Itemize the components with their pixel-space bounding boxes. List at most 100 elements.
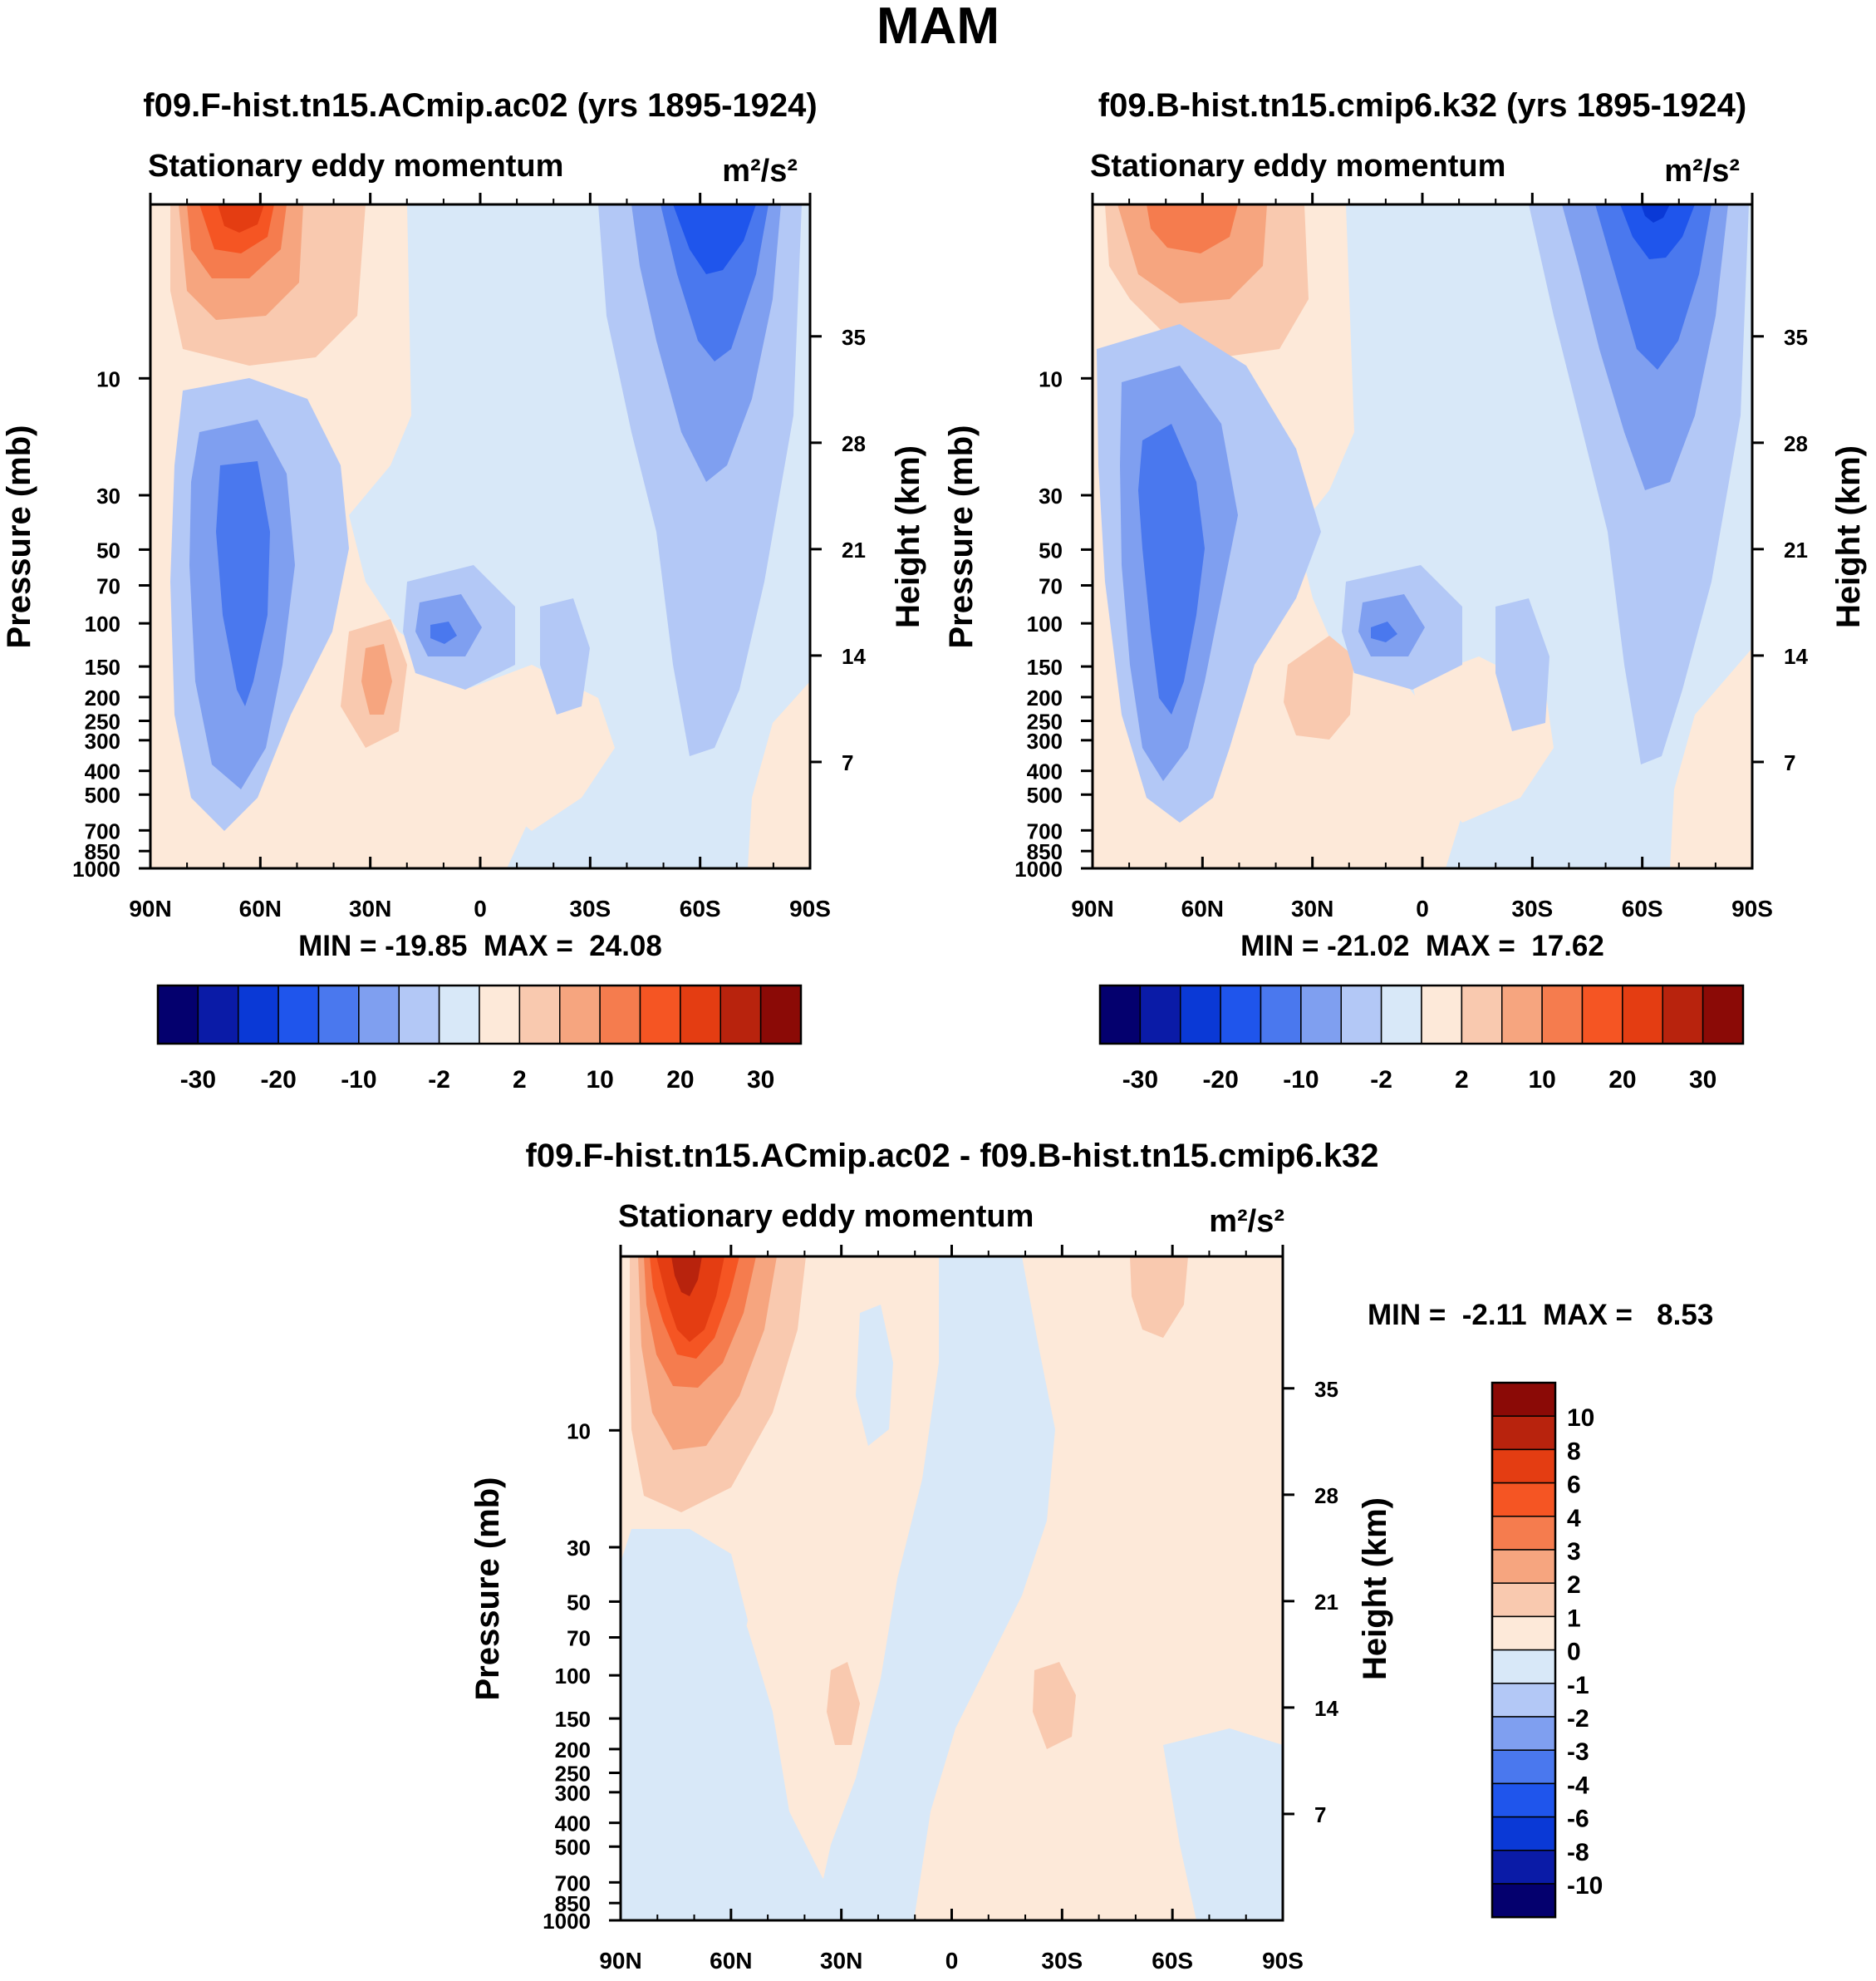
panel-2-negative-subtropic-south	[1495, 598, 1549, 731]
panel-1-colorbar-box	[559, 985, 601, 1045]
panel-3-ytick-label: 100	[555, 1664, 591, 1689]
panel-2-title: f09.B-hist.tn15.cmip6.k32 (yrs 1895-1924…	[1098, 87, 1746, 124]
panel-2-rtick-label: 7	[1784, 750, 1795, 775]
panel-1-rtick-label: 14	[842, 644, 866, 669]
panel-3-ytick-label: 50	[567, 1590, 591, 1615]
panel-3-colorbar-label: 8	[1567, 1438, 1581, 1465]
panel-2-ytick-label: 150	[1027, 655, 1063, 680]
panel-2-colorbar-box	[1139, 985, 1181, 1045]
panel-1-stats: MIN = -19.85 MAX = 24.08	[298, 930, 662, 962]
panel-2-xtick-label: 30N	[1291, 896, 1333, 922]
panel-1-colorbar-label: 10	[586, 1066, 613, 1094]
panel-3-ytick-label: 700	[555, 1870, 591, 1895]
panel-3-ytick-label: 1000	[543, 1909, 591, 1934]
panel-3-positive-25s	[1033, 1662, 1076, 1749]
panel-1-colorbar-label: -20	[260, 1066, 296, 1094]
panel-2-units: m²/s²	[1664, 154, 1740, 189]
panel-3-ylabel: Pressure (mb)	[469, 1477, 506, 1701]
panel-3-axes: 90N 60N 30N 0 30S 60S 90S103050701001502002503…	[543, 1245, 1338, 1974]
panel-3-colorbar-box	[1491, 1549, 1556, 1584]
panel-3-negative-tropical-patch	[856, 1305, 893, 1446]
panel-1: f09.F-hist.tn15.ACmip.ac02 (yrs 1895-192…	[1, 87, 926, 1094]
panel-2-positive-subtropical	[1284, 636, 1354, 740]
panel-3-colorbar-box	[1491, 1782, 1556, 1818]
panel-3-colorbar-label: 2	[1567, 1571, 1581, 1599]
panel-2-field	[1093, 204, 1752, 868]
panel-3-negative-north-band-upper	[621, 1529, 748, 1695]
panel-1-colorbar-label: -2	[428, 1066, 450, 1094]
panel-2-xtick-label: 90S	[1731, 896, 1773, 922]
panel-1-ytick-label: 10	[96, 366, 120, 391]
panel-2-colorbar-box	[1421, 985, 1463, 1045]
panel-1-xtick-label: 60S	[680, 896, 721, 922]
panel-1-colorbar-label: -30	[180, 1066, 216, 1094]
panel-1-rtick-label: 35	[842, 325, 866, 350]
panel-3-ytick-label: 150	[555, 1707, 591, 1732]
panel-1-ytick-label: 850	[85, 839, 120, 864]
panel-3-stats: MIN = -2.11 MAX = 8.53	[1368, 1299, 1713, 1331]
panel-1-ytick-label: 50	[96, 538, 120, 563]
panel-2-colorbar-label: -20	[1202, 1066, 1238, 1094]
panel-1-negative-subtropic-south	[540, 598, 590, 715]
panel-1-colorbar-box	[639, 985, 681, 1045]
panel-1-left-string: Stationary eddy momentum	[148, 149, 563, 184]
panel-3-colorbar-label: -1	[1567, 1672, 1589, 1699]
panel-1-colorbar-label: 30	[747, 1066, 774, 1094]
panel-3-xtick-label: 90N	[599, 1948, 641, 1974]
panel-1-colorbar-box	[438, 985, 480, 1045]
panel-3-colorbar-box	[1491, 1683, 1556, 1718]
panel-2-ytick-label: 400	[1027, 759, 1063, 784]
panel-1-ytick-label: 400	[85, 759, 120, 784]
panel-3-colorbar-label: -8	[1567, 1839, 1589, 1866]
panel-2-ytick-label: 100	[1027, 612, 1063, 637]
panel-3-colorbar-label: -4	[1567, 1772, 1589, 1799]
panel-1-xtick-label: 30S	[569, 896, 611, 922]
panel-1-rtick-label: 21	[842, 538, 866, 563]
panel-1-ytick-label: 700	[85, 818, 120, 843]
panel-3-xtick-label: 30N	[820, 1948, 862, 1974]
panel-2-ytick-label: 70	[1039, 573, 1063, 598]
panel-3-colorbar-box	[1491, 1749, 1556, 1785]
panel-2-ytick-label: 300	[1027, 729, 1063, 754]
panel-2-ytick-label: 50	[1039, 538, 1063, 563]
panel-3-colorbar-box	[1491, 1816, 1556, 1851]
panel-1-colorbar-box	[518, 985, 561, 1045]
panel-2-colorbar-label: 10	[1528, 1066, 1555, 1094]
panel-1-ylabel: Pressure (mb)	[1, 425, 37, 649]
panel-3-rtick-label: 35	[1314, 1377, 1338, 1402]
panel-2-ytick-label: 10	[1039, 366, 1063, 391]
panel-1-ytick-label: 250	[85, 709, 120, 734]
panel-1-ytick-label: 30	[96, 484, 120, 509]
panel-3-colorbar-label: 4	[1567, 1505, 1581, 1532]
panel-3-positive-8	[671, 1256, 702, 1296]
panel-3-negative-south-patch	[1163, 1728, 1283, 1920]
panel-2-xtick-label: 30S	[1511, 896, 1553, 922]
panel-2-colorbar-box	[1702, 985, 1744, 1045]
panel-2: f09.B-hist.tn15.cmip6.k32 (yrs 1895-1924…	[943, 87, 1867, 1094]
panel-3-ytick-label: 300	[555, 1781, 591, 1806]
panel-2-colorbar-box	[1220, 985, 1262, 1045]
panel-2-xtick-label: 60S	[1622, 896, 1663, 922]
panel-1-colorbar-box	[759, 985, 802, 1045]
panel-1-xtick-label: 0	[474, 896, 487, 922]
panel-1-positive-south-polar	[748, 681, 810, 868]
panel-3-left-string: Stationary eddy momentum	[618, 1199, 1034, 1234]
panel-1-negative-tropical-3	[430, 622, 457, 644]
panel-1-ytick-label: 100	[85, 612, 120, 637]
panel-1-colorbar-label: 2	[513, 1066, 527, 1094]
panel-2-colorbar-box	[1662, 985, 1704, 1045]
panel-3-ytick-label: 850	[555, 1891, 591, 1916]
panel-3-positive-6	[656, 1256, 724, 1342]
panel-1-colorbar-box	[238, 985, 279, 1045]
panel-1-colorbar-box	[277, 985, 320, 1045]
panel-3-field	[621, 1256, 1283, 1920]
panel-2-ylabel: Pressure (mb)	[943, 425, 980, 649]
panel-3-colorbar-label: -2	[1567, 1705, 1589, 1733]
panel-1-ytick-label: 300	[85, 729, 120, 754]
panel-1-axes: 90N 60N 30N 0 30S 60S 90S103050701001502002503…	[72, 193, 866, 922]
panel-2-colorbar-box	[1099, 985, 1142, 1045]
panel-1-field	[150, 204, 810, 868]
panel-2-colorbar-label: -2	[1370, 1066, 1392, 1094]
panel-1-colorbar-box	[599, 985, 641, 1045]
